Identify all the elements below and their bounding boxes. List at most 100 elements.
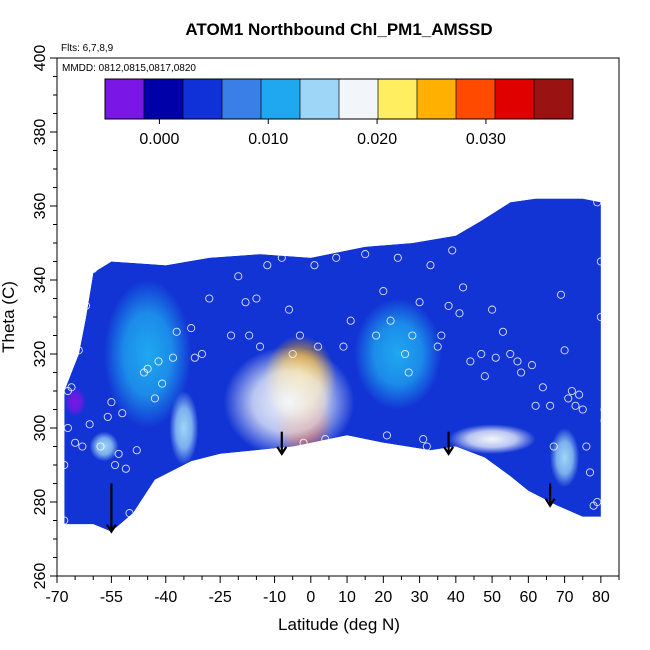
data-point bbox=[226, 331, 236, 340]
data-point bbox=[71, 438, 80, 447]
colorbar-segment bbox=[300, 79, 340, 119]
data-point bbox=[310, 261, 319, 270]
data-point bbox=[96, 442, 105, 451]
data-point bbox=[404, 368, 413, 377]
data-point bbox=[604, 509, 613, 518]
data-point bbox=[582, 442, 591, 451]
x-axis-label: Latitude (deg N) bbox=[278, 615, 400, 634]
data-point bbox=[241, 298, 250, 307]
data-point bbox=[556, 290, 566, 299]
data-point bbox=[143, 364, 152, 373]
data-point bbox=[466, 357, 475, 366]
y-tick-label: 380 bbox=[32, 119, 49, 146]
data-point bbox=[110, 460, 120, 470]
data-point bbox=[172, 327, 181, 336]
data-point bbox=[103, 412, 112, 421]
data-point bbox=[234, 272, 243, 281]
data-point bbox=[150, 394, 159, 403]
data-point bbox=[285, 305, 294, 314]
data-point bbox=[107, 398, 116, 407]
data-point bbox=[600, 416, 609, 425]
data-point bbox=[379, 287, 388, 296]
colorbar-segment bbox=[378, 79, 418, 119]
data-point bbox=[187, 324, 196, 333]
data-point bbox=[488, 305, 497, 314]
dates-note: MMDD: 0812,0815,0817,0820 bbox=[62, 63, 196, 74]
data-point bbox=[419, 435, 428, 444]
data-point bbox=[85, 420, 94, 429]
data-point bbox=[593, 198, 602, 207]
data-point bbox=[546, 401, 555, 410]
x-tick-label: 80 bbox=[592, 589, 610, 606]
y-tick-label: 260 bbox=[32, 563, 49, 590]
flight-arrow-head bbox=[276, 446, 288, 456]
data-point bbox=[477, 349, 486, 359]
data-point bbox=[596, 312, 605, 322]
y-axis: 260 280 300 320 340 360 380 400 bbox=[32, 45, 57, 590]
plot-layer bbox=[60, 198, 613, 534]
data-point bbox=[506, 349, 515, 359]
data-point bbox=[422, 442, 431, 451]
x-tick-label: 20 bbox=[374, 589, 392, 606]
data-point bbox=[277, 253, 286, 262]
data-point bbox=[168, 353, 178, 362]
data-point bbox=[190, 353, 199, 362]
hotspot bbox=[550, 428, 580, 488]
data-point bbox=[361, 250, 370, 259]
colorbar-segment bbox=[495, 79, 535, 119]
x-tick-label: 30 bbox=[411, 589, 429, 606]
data-point bbox=[578, 405, 587, 414]
data-point bbox=[444, 301, 453, 310]
data-point bbox=[433, 342, 442, 351]
data-point bbox=[339, 342, 348, 351]
data-point bbox=[401, 349, 410, 359]
data-point bbox=[382, 431, 391, 440]
colorbar-tick-label: 0.000 bbox=[139, 131, 179, 148]
data-point bbox=[426, 261, 435, 270]
data-point bbox=[60, 516, 69, 525]
colorbar-segment bbox=[183, 79, 223, 119]
data-point bbox=[527, 361, 537, 370]
data-point bbox=[596, 257, 605, 266]
x-tick-label: 10 bbox=[338, 589, 356, 606]
data-point bbox=[321, 435, 330, 444]
colorbar-segment bbox=[261, 79, 301, 119]
heatmap-field bbox=[64, 198, 601, 532]
data-point bbox=[459, 283, 468, 292]
data-point bbox=[332, 253, 341, 262]
hotspot bbox=[64, 387, 87, 417]
colorbar-frame bbox=[104, 78, 574, 120]
data-point bbox=[161, 512, 170, 521]
y-tick-label: 400 bbox=[32, 45, 49, 72]
data-point bbox=[491, 353, 500, 362]
data-point bbox=[571, 401, 580, 410]
x-tick-label: -70 bbox=[45, 589, 68, 606]
data-point bbox=[245, 331, 254, 340]
hotspot bbox=[169, 391, 199, 465]
data-point bbox=[564, 394, 573, 403]
data-point bbox=[74, 346, 83, 355]
data-point bbox=[393, 253, 402, 262]
x-tick-label: 70 bbox=[556, 589, 574, 606]
data-point bbox=[114, 449, 123, 458]
data-point bbox=[600, 405, 609, 414]
data-point bbox=[560, 346, 569, 355]
data-point bbox=[531, 401, 540, 410]
data-point bbox=[60, 460, 69, 470]
data-point bbox=[67, 383, 76, 392]
data-point bbox=[299, 438, 308, 447]
colorbar-tick-label: 0.010 bbox=[248, 131, 288, 148]
data-point bbox=[295, 331, 304, 340]
data-point bbox=[513, 357, 522, 366]
hotspot bbox=[448, 424, 536, 454]
data-point bbox=[480, 372, 489, 381]
x-tick-label: 60 bbox=[519, 589, 537, 606]
y-tick-label: 300 bbox=[32, 415, 49, 442]
data-point bbox=[538, 383, 547, 392]
data-point bbox=[517, 368, 526, 377]
colorbar-segment bbox=[534, 79, 574, 119]
data-point bbox=[408, 331, 417, 340]
colorbar-segment bbox=[222, 79, 262, 119]
data-point bbox=[288, 349, 297, 359]
